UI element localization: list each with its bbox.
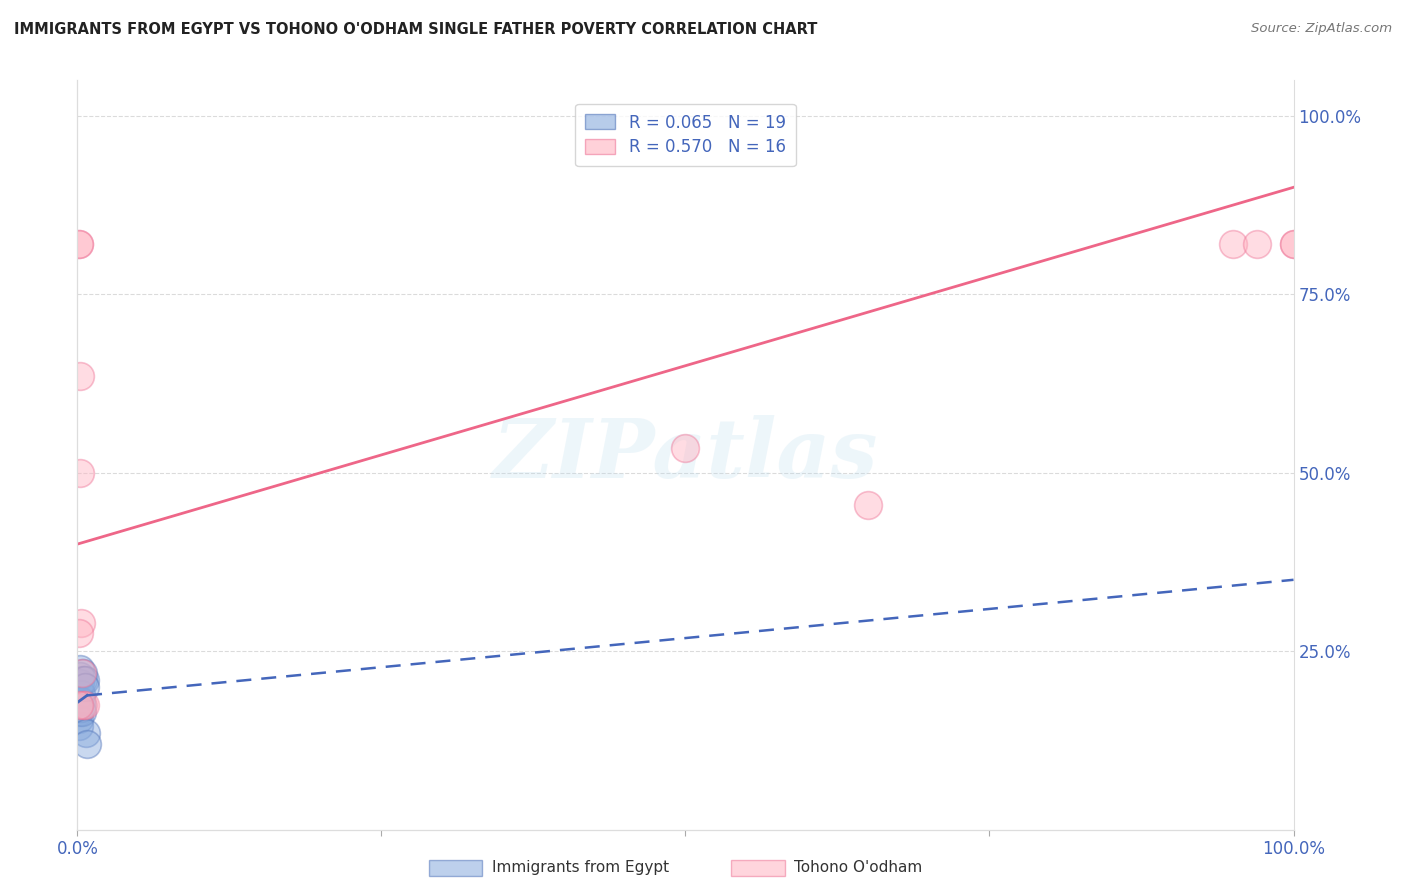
Point <box>67 705 90 719</box>
Point <box>69 662 91 676</box>
Point <box>66 694 89 708</box>
Point <box>73 698 96 712</box>
Point <box>856 498 879 512</box>
Point <box>70 694 93 708</box>
Point <box>72 665 94 680</box>
Point <box>67 237 90 252</box>
Point <box>1282 237 1305 252</box>
Point <box>675 441 697 455</box>
Text: ZIPatlas: ZIPatlas <box>492 415 879 495</box>
Point <box>67 698 90 712</box>
Text: Immigrants from Egypt: Immigrants from Egypt <box>492 861 669 875</box>
Point <box>69 466 91 480</box>
Point <box>70 615 93 630</box>
Point <box>67 698 90 712</box>
Text: Source: ZipAtlas.com: Source: ZipAtlas.com <box>1251 22 1392 36</box>
Point <box>1222 237 1244 252</box>
Legend: R = 0.065   N = 19, R = 0.570   N = 16: R = 0.065 N = 19, R = 0.570 N = 16 <box>575 103 796 166</box>
Point <box>69 369 91 384</box>
Point <box>70 698 93 712</box>
Point <box>75 726 97 740</box>
Point <box>67 626 90 640</box>
Point <box>72 673 94 687</box>
Point <box>69 669 91 683</box>
Point <box>73 673 96 687</box>
Point <box>69 676 91 690</box>
Text: IMMIGRANTS FROM EGYPT VS TOHONO O'ODHAM SINGLE FATHER POVERTY CORRELATION CHART: IMMIGRANTS FROM EGYPT VS TOHONO O'ODHAM … <box>14 22 817 37</box>
Text: Tohono O'odham: Tohono O'odham <box>794 861 922 875</box>
Point <box>70 701 93 715</box>
Point <box>76 737 98 751</box>
Point <box>67 719 90 733</box>
Point <box>1246 237 1268 252</box>
Point <box>67 712 90 726</box>
Point <box>70 687 93 701</box>
Point <box>67 237 90 252</box>
Point <box>1282 237 1305 252</box>
Point <box>70 705 93 719</box>
Point <box>73 680 96 694</box>
Point <box>70 665 93 680</box>
Point <box>72 698 94 712</box>
